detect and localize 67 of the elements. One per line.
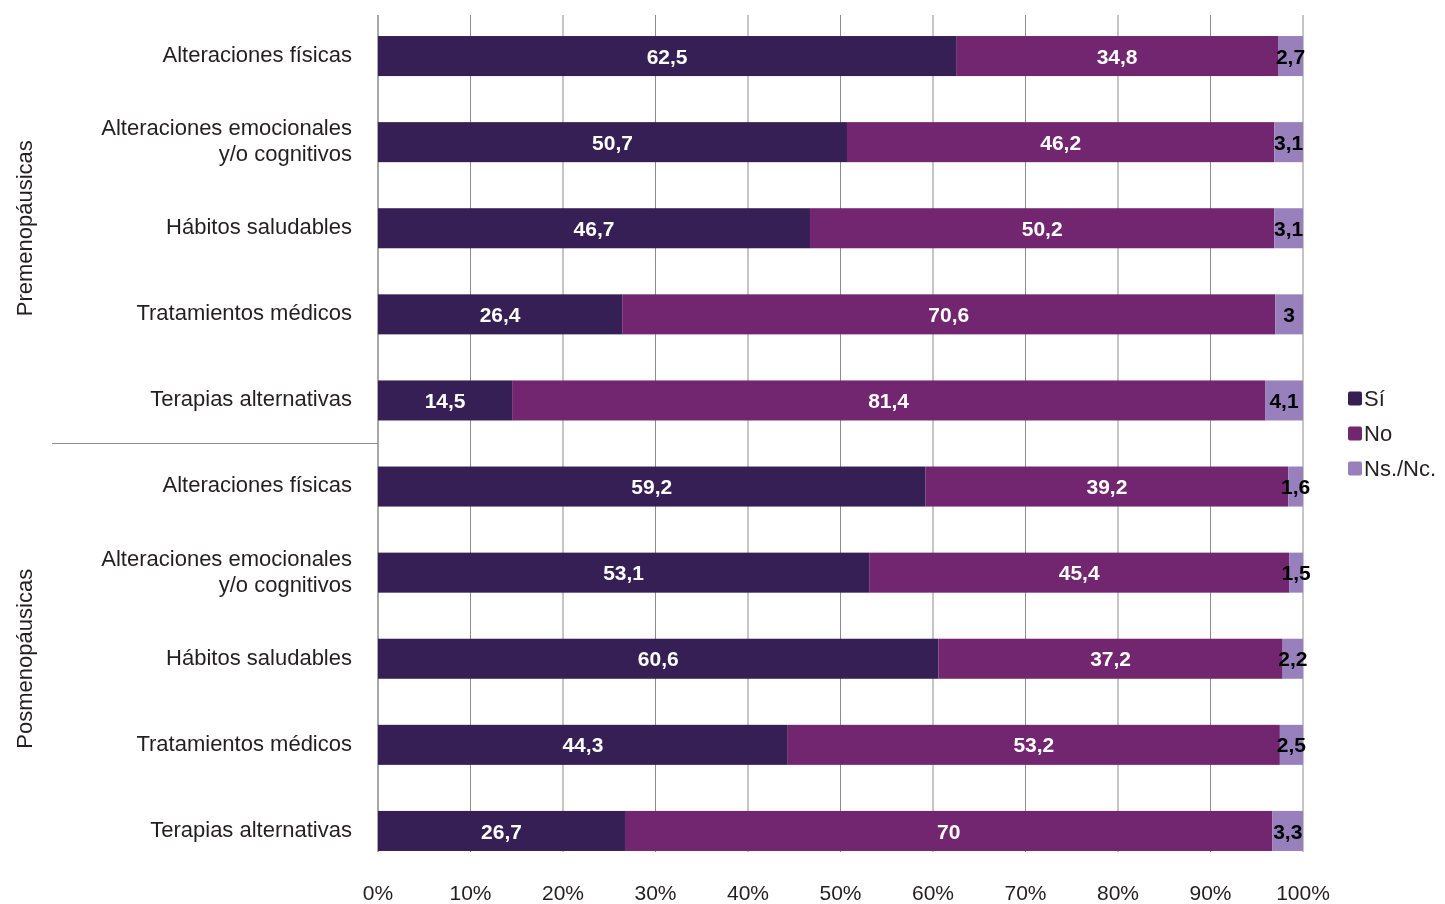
- data-label: 70,6: [928, 302, 970, 326]
- y-tick-label: Hábitos saludables: [166, 644, 352, 670]
- y-tick-label: Alteraciones emocionales y/o cognitivos: [101, 115, 352, 167]
- bar: [809, 208, 1275, 249]
- data-label: 81,4: [868, 389, 910, 413]
- y-tick-label: Terapias alternativas: [150, 386, 352, 412]
- bar: [378, 36, 957, 77]
- y-tick-label: Alteraciones físicas: [162, 41, 352, 67]
- y-tick-label: Tratamientos médicos: [136, 300, 352, 326]
- bar: [378, 552, 870, 593]
- bar: [378, 466, 926, 507]
- x-tick-label: 10%: [449, 881, 492, 904]
- legend-label: Sí: [1364, 386, 1385, 412]
- bar: [378, 810, 625, 851]
- text: Premenopáusicas: [12, 140, 37, 317]
- data-label: 70: [937, 819, 961, 843]
- data-label: 3: [1283, 302, 1295, 326]
- data-label: 34,8: [1096, 44, 1138, 68]
- data-label: 26,7: [481, 819, 522, 843]
- bar: [846, 122, 1275, 163]
- x-tick-label: 20%: [541, 881, 585, 904]
- legend-label: No: [1364, 421, 1393, 447]
- bar: [624, 810, 1273, 851]
- data-label: 62,5: [646, 44, 688, 68]
- y-tick-label: Tratamientos médicos: [136, 730, 352, 756]
- bar: [622, 294, 1276, 335]
- legend-label: Ns./Nc.: [1364, 456, 1437, 482]
- data-label: 3,1: [1274, 216, 1304, 240]
- bar: [378, 380, 513, 421]
- data-label: 46,7: [573, 216, 615, 240]
- data-label: 37,2: [1090, 647, 1132, 671]
- data-label: 44,3: [562, 733, 604, 757]
- x-tick-label: 80%: [1096, 881, 1140, 904]
- text: Posmenopáusicas: [12, 568, 37, 749]
- data-label: 14,5: [424, 389, 466, 413]
- bar: [378, 724, 788, 765]
- bar: [512, 380, 1266, 421]
- x-tick-label: 30%: [634, 881, 677, 904]
- bar: [378, 638, 939, 679]
- data-label: 3,1: [1274, 130, 1304, 154]
- data-label: 50,7: [592, 130, 633, 154]
- bar: [1275, 294, 1303, 335]
- bar: [378, 122, 847, 163]
- data-label: 45,4: [1058, 561, 1100, 585]
- x-tick-label: 100%: [1276, 881, 1330, 904]
- x-tick-label: 70%: [1004, 881, 1047, 904]
- data-label: 53,2: [1013, 733, 1055, 757]
- y-tick-label: Hábitos saludables: [166, 214, 352, 240]
- x-tick-label: 60%: [911, 881, 955, 904]
- data-label: 60,6: [637, 647, 679, 671]
- bar: [378, 294, 623, 335]
- data-label: 26,4: [479, 302, 521, 326]
- x-tick-label: 50%: [819, 881, 862, 904]
- data-label: 50,2: [1021, 216, 1063, 240]
- y-tick-label: Alteraciones emocionales y/o cognitivos: [101, 545, 352, 597]
- data-label: 46,2: [1040, 130, 1082, 154]
- data-label: 4,1: [1269, 389, 1299, 413]
- x-tick-label: 0%: [362, 881, 394, 904]
- x-tick-label: 90%: [1189, 881, 1232, 904]
- data-label: 39,2: [1086, 475, 1128, 499]
- x-tick-label: 40%: [726, 881, 770, 904]
- data-label: 3,3: [1273, 819, 1303, 843]
- data-label: 53,1: [603, 561, 645, 585]
- data-label: 59,2: [631, 475, 673, 499]
- bar: [378, 208, 810, 249]
- y-tick-label: Alteraciones físicas: [162, 472, 352, 498]
- y-tick-label: Terapias alternativas: [150, 816, 352, 842]
